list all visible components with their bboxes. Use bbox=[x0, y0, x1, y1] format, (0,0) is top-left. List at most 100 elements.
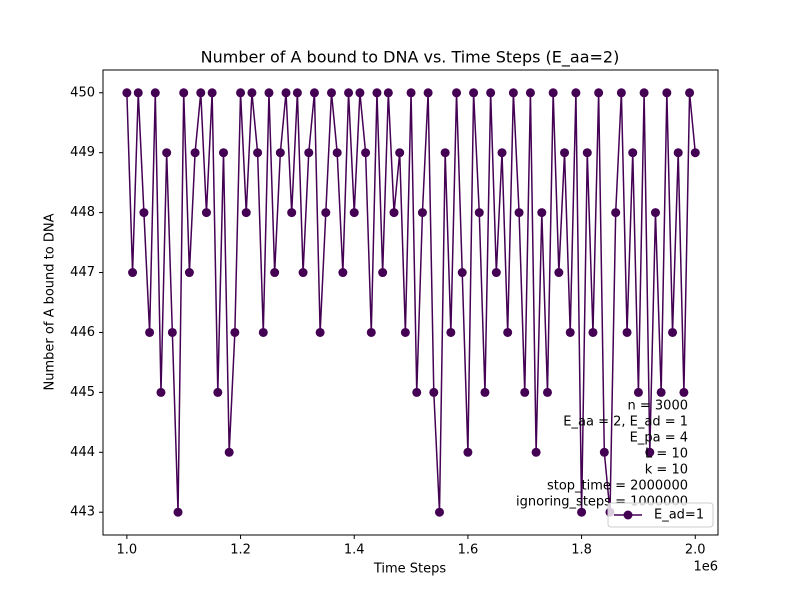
point bbox=[264, 88, 274, 98]
point bbox=[429, 387, 439, 397]
y-tick-label: 447 bbox=[70, 265, 95, 280]
point bbox=[616, 88, 626, 98]
point bbox=[469, 88, 479, 98]
point bbox=[673, 148, 683, 158]
point bbox=[173, 507, 183, 517]
point bbox=[497, 148, 507, 158]
point bbox=[520, 387, 530, 397]
point bbox=[594, 88, 604, 98]
point bbox=[298, 268, 308, 278]
point bbox=[628, 148, 638, 158]
point bbox=[514, 208, 524, 218]
point bbox=[554, 268, 564, 278]
point bbox=[412, 387, 422, 397]
point bbox=[406, 88, 416, 98]
point bbox=[150, 88, 160, 98]
point bbox=[668, 327, 678, 337]
plot-frame bbox=[102, 69, 719, 536]
y-tick-label: 443 bbox=[70, 505, 95, 520]
point bbox=[486, 88, 496, 98]
point bbox=[270, 268, 280, 278]
point bbox=[452, 88, 462, 98]
point bbox=[525, 88, 535, 98]
point bbox=[565, 327, 575, 337]
point bbox=[639, 88, 649, 98]
point bbox=[275, 148, 285, 158]
point bbox=[253, 148, 263, 158]
legend-label: E_ad=1 bbox=[654, 508, 704, 523]
x-offset-label: 1e6 bbox=[693, 560, 718, 575]
point bbox=[355, 88, 365, 98]
point bbox=[184, 268, 194, 278]
point bbox=[361, 148, 371, 158]
point bbox=[645, 447, 655, 457]
annotation-line: k = 10 bbox=[645, 463, 688, 478]
point bbox=[167, 327, 177, 337]
point bbox=[440, 148, 450, 158]
x-tick-label: 1.2 bbox=[230, 543, 251, 558]
point bbox=[571, 88, 581, 98]
point bbox=[656, 387, 666, 397]
point bbox=[395, 148, 405, 158]
point bbox=[292, 88, 302, 98]
point bbox=[611, 208, 621, 218]
point bbox=[474, 208, 484, 218]
point bbox=[491, 268, 501, 278]
point bbox=[389, 208, 399, 218]
point bbox=[662, 88, 672, 98]
chart-title: Number of A bound to DNA vs. Time Steps … bbox=[201, 48, 620, 68]
point bbox=[190, 148, 200, 158]
point bbox=[400, 327, 410, 337]
point bbox=[321, 208, 331, 218]
point bbox=[463, 447, 473, 457]
point bbox=[344, 88, 354, 98]
point bbox=[685, 88, 695, 98]
point bbox=[281, 88, 291, 98]
point bbox=[366, 327, 376, 337]
point bbox=[434, 507, 444, 517]
point bbox=[304, 148, 314, 158]
point bbox=[417, 208, 427, 218]
point bbox=[378, 268, 388, 278]
point bbox=[383, 88, 393, 98]
point bbox=[258, 327, 268, 337]
x-tick-label: 2.0 bbox=[685, 543, 706, 558]
x-tick-label: 1.4 bbox=[344, 543, 365, 558]
point bbox=[128, 268, 138, 278]
point bbox=[224, 447, 234, 457]
point bbox=[309, 88, 319, 98]
point bbox=[537, 208, 547, 218]
point bbox=[599, 447, 609, 457]
point bbox=[560, 148, 570, 158]
y-tick-label: 448 bbox=[70, 205, 95, 220]
point bbox=[531, 447, 541, 457]
point bbox=[122, 88, 132, 98]
point bbox=[548, 88, 558, 98]
point bbox=[503, 327, 513, 337]
x-tick-label: 1.6 bbox=[458, 543, 479, 558]
x-tick-label: 1.8 bbox=[571, 543, 592, 558]
point bbox=[230, 327, 240, 337]
annotation-line: E_aa = 2, E_ad = 1 bbox=[563, 415, 688, 430]
point bbox=[446, 327, 456, 337]
point bbox=[372, 88, 382, 98]
y-tick-label: 446 bbox=[70, 325, 95, 340]
y-tick-label: 444 bbox=[70, 445, 95, 460]
point bbox=[145, 327, 155, 337]
point bbox=[326, 88, 336, 98]
point bbox=[480, 387, 490, 397]
point bbox=[582, 148, 592, 158]
y-tick-label: 445 bbox=[70, 385, 95, 400]
point bbox=[349, 208, 359, 218]
y-tick-label: 449 bbox=[70, 145, 95, 160]
point bbox=[133, 88, 143, 98]
point bbox=[542, 387, 552, 397]
point bbox=[236, 88, 246, 98]
point bbox=[241, 208, 251, 218]
point bbox=[179, 88, 189, 98]
point bbox=[332, 148, 342, 158]
annotation-line: L = 10 bbox=[645, 447, 688, 462]
point bbox=[622, 327, 632, 337]
point bbox=[315, 327, 325, 337]
